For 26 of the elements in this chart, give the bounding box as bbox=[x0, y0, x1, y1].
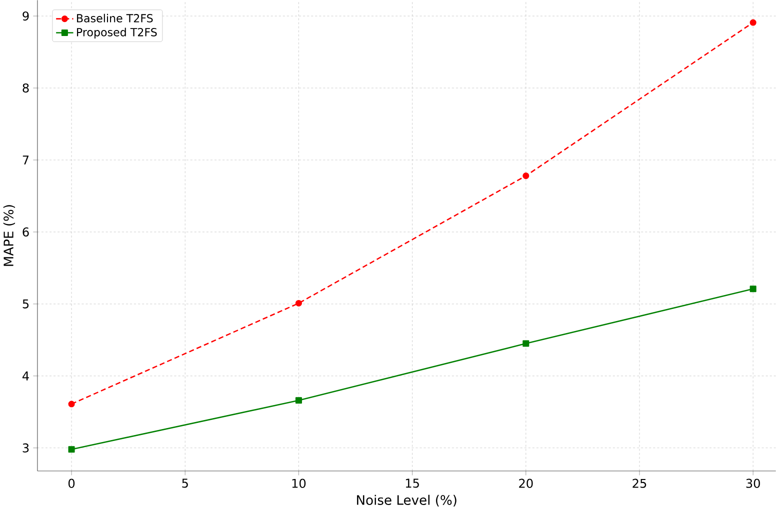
point bbox=[68, 400, 75, 408]
x-tick-label: 20 bbox=[519, 478, 533, 488]
y-tick-label: 5 bbox=[22, 300, 29, 309]
x-tick-label: 30 bbox=[746, 478, 760, 488]
legend-label: Baseline T2FS bbox=[77, 14, 153, 22]
y-tick-label: 4 bbox=[22, 372, 29, 380]
x-tick-label: 5 bbox=[182, 478, 188, 488]
y-tick-label: 7 bbox=[22, 156, 29, 164]
x-axis-title: Noise Level (%) bbox=[357, 494, 456, 507]
y-tick-label: 9 bbox=[22, 12, 29, 21]
x-tick-label: 10 bbox=[292, 478, 306, 488]
x-tick-label: 0 bbox=[68, 478, 75, 488]
point bbox=[68, 446, 75, 453]
y-axis-title: MAPE (%) bbox=[3, 205, 16, 266]
x-tick-label: 15 bbox=[406, 478, 419, 488]
legend-label: Proposed T2FS bbox=[77, 28, 157, 39]
point bbox=[295, 300, 302, 307]
y-tick-label: 8 bbox=[22, 84, 29, 93]
point bbox=[522, 340, 530, 347]
y-tick-label: 3 bbox=[22, 443, 29, 453]
point bbox=[750, 19, 756, 26]
point bbox=[522, 172, 530, 180]
point bbox=[295, 397, 302, 404]
x-tick-label: 25 bbox=[632, 478, 646, 488]
y-tick-label: 6 bbox=[22, 227, 29, 237]
point bbox=[750, 286, 756, 292]
